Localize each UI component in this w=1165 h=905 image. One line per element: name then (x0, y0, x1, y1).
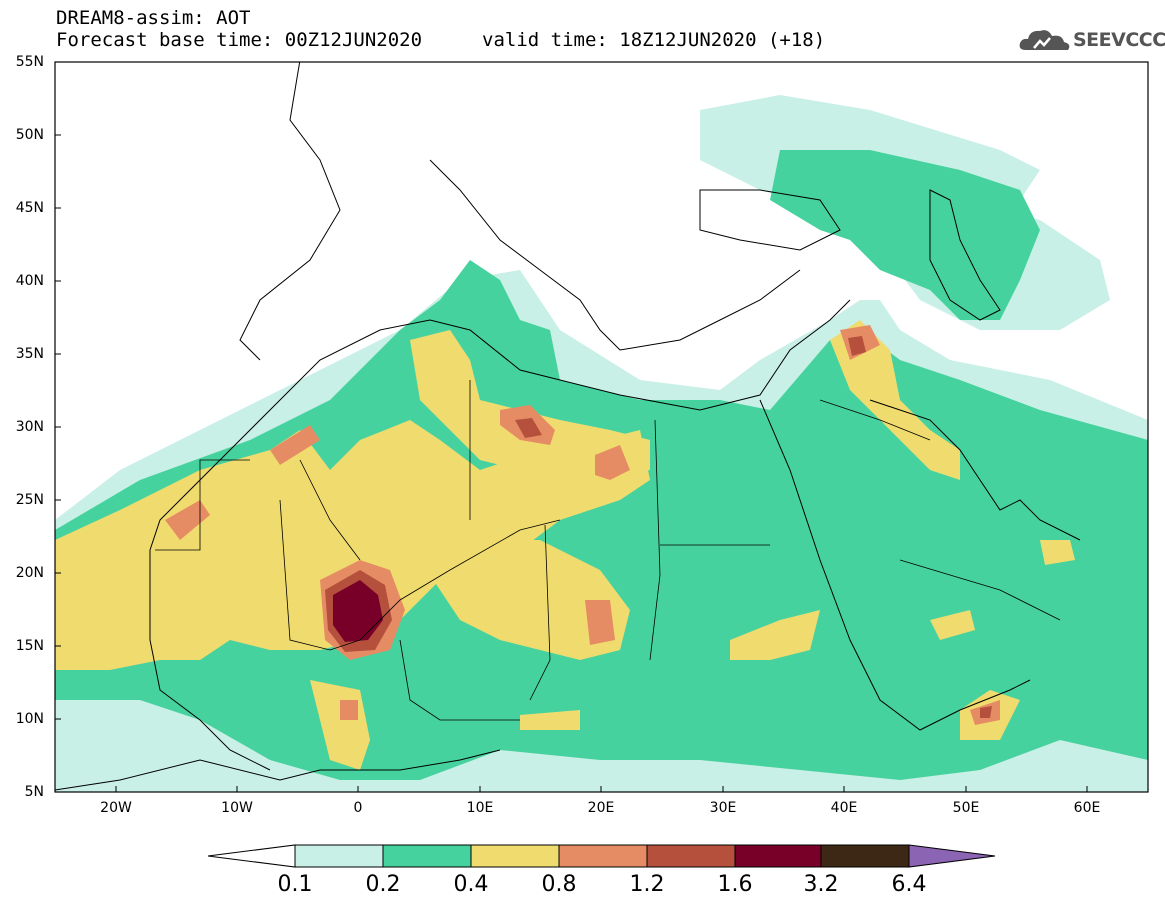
lon-label: 40E (830, 800, 858, 816)
lat-label: 15N (15, 638, 44, 654)
lat-label: 25N (15, 492, 44, 508)
logo-text: SEEVCCC (1073, 29, 1165, 51)
colorbar (207, 844, 996, 868)
colorbar-label: 0.1 (277, 872, 313, 897)
lat-label: 50N (15, 127, 44, 143)
colorbar-label: 1.2 (629, 872, 665, 897)
lon-label: 20W (100, 800, 132, 816)
colorbar-lower-arrow (207, 844, 296, 868)
colorbar-label: 3.2 (803, 872, 839, 897)
lat-label: 40N (15, 273, 44, 289)
lon-label: 30E (709, 800, 737, 816)
lat-label: 5N (24, 784, 44, 800)
lat-label: 30N (15, 419, 44, 435)
coastlines (55, 62, 1081, 791)
colorbar-swatch-7 (820, 844, 910, 868)
colorbar-label: 6.4 (891, 872, 927, 897)
map-title: DREAM8-assim: AOT (56, 7, 251, 29)
lat-label: 45N (15, 200, 44, 216)
colorbar-label: 0.4 (453, 872, 489, 897)
axis-ticks (55, 134, 1088, 793)
colorbar-swatch-1 (294, 844, 384, 868)
colorbar-label: 1.6 (717, 872, 753, 897)
colorbar-swatch-3 (470, 844, 560, 868)
seevccc-logo: SEEVCCC (1018, 26, 1165, 54)
aot-shade-0.4 (55, 320, 1075, 770)
valid-time: valid time: 18Z12JUN2020 (+18) (482, 29, 826, 51)
colorbar-upper-arrow (908, 844, 996, 868)
lat-label: 20N (15, 565, 44, 581)
colorbar-swatch-4 (558, 844, 648, 868)
colorbar-label: 0.2 (365, 872, 401, 897)
country-borders (155, 380, 1061, 721)
lon-label: 50E (952, 800, 980, 816)
lat-label: 10N (15, 711, 44, 727)
lat-label: 55N (15, 54, 44, 70)
colorbar-swatch-6 (734, 844, 822, 868)
lat-label: 35N (15, 346, 44, 362)
aot-shade-1.6 (333, 580, 383, 642)
lon-label: 10E (466, 800, 494, 816)
colorbar-swatch-5 (646, 844, 736, 868)
lon-label: 10W (221, 800, 253, 816)
lon-label: 20E (587, 800, 615, 816)
lon-label: 60E (1073, 800, 1101, 816)
lon-label: 0 (353, 800, 363, 816)
colorbar-label: 0.8 (541, 872, 577, 897)
forecast-base-time: Forecast base time: 00Z12JUN2020 (56, 29, 423, 51)
cloud-icon (1019, 30, 1070, 50)
colorbar-swatch-2 (382, 844, 472, 868)
